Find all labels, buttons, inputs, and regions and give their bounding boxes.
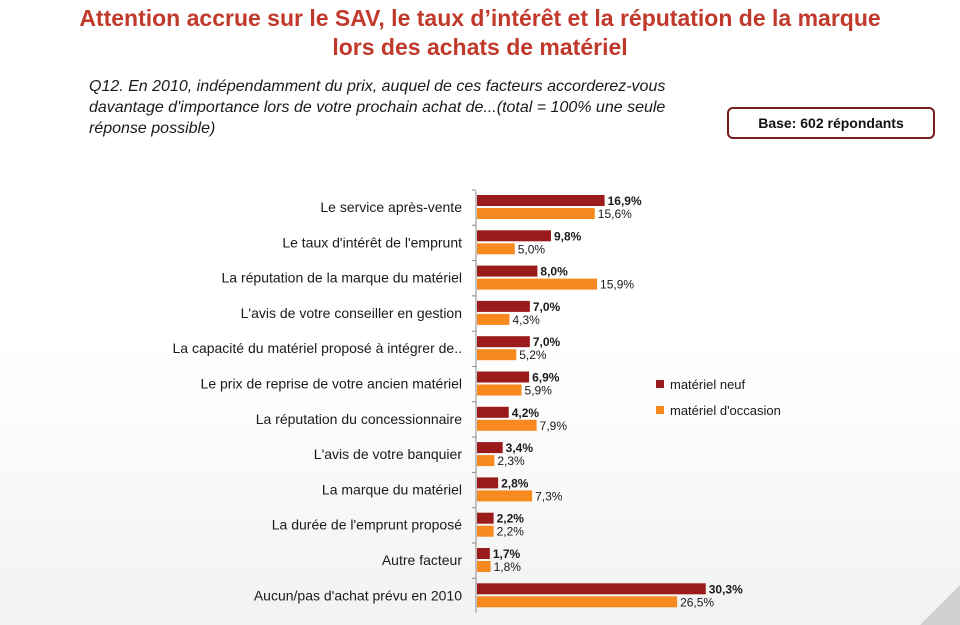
bar-materiel-occasion — [477, 208, 595, 219]
data-label-materiel-occasion: 15,9% — [600, 278, 634, 292]
bar-materiel-occasion — [477, 278, 598, 290]
legend-swatch-materiel-occasion — [656, 406, 664, 414]
bar-materiel-occasion — [477, 525, 494, 537]
question-text: Q12. En 2010, indépendamment du prix, au… — [89, 76, 789, 139]
chart-title-line-2: lors des achats de matériel — [332, 34, 628, 60]
data-label-materiel-neuf: 8,0% — [540, 265, 568, 279]
data-label-materiel-occasion: 26,5% — [680, 595, 714, 609]
category-label: Autre facteur — [382, 552, 462, 568]
legend-label-materiel-neuf: matériel neuf — [670, 377, 746, 392]
data-label-materiel-neuf: 4,2% — [512, 406, 540, 420]
bar-materiel-neuf — [477, 548, 490, 559]
base-respondents-label: Base: 602 répondants — [758, 115, 904, 131]
bar-materiel-occasion — [477, 384, 522, 396]
question-line-1: Q12. En 2010, indépendamment du prix, au… — [89, 78, 666, 95]
bar-materiel-neuf — [477, 265, 538, 277]
data-label-materiel-neuf: 7,0% — [533, 335, 561, 349]
question-line-3: réponse possible) — [89, 120, 216, 137]
data-label-materiel-neuf: 16,9% — [608, 194, 642, 208]
bar-materiel-neuf — [477, 300, 530, 312]
bar-materiel-neuf — [477, 583, 706, 595]
category-label: La réputation du concessionnaire — [256, 411, 462, 427]
category-label: L'avis de votre conseiller en gestion — [241, 305, 462, 321]
category-label: Le service après-vente — [320, 199, 462, 215]
data-label-materiel-neuf: 1,7% — [493, 547, 521, 561]
chart-title: Attention accrue sur le SAV, le taux d’i… — [0, 4, 960, 62]
base-respondents-box: Base: 602 répondants — [727, 107, 935, 139]
data-label-materiel-occasion: 1,8% — [494, 560, 522, 574]
data-label-materiel-occasion: 15,6% — [598, 207, 632, 221]
category-label: La capacité du matériel proposé à intégr… — [172, 340, 462, 356]
data-label-materiel-neuf: 7,0% — [533, 300, 561, 314]
category-label: La marque du matériel — [322, 481, 462, 497]
data-label-materiel-occasion: 7,3% — [535, 489, 563, 503]
bar-materiel-occasion — [477, 490, 533, 502]
bar-materiel-occasion — [477, 561, 491, 572]
bar-materiel-neuf — [477, 406, 509, 418]
bar-materiel-occasion — [477, 596, 678, 608]
data-label-materiel-occasion: 7,9% — [540, 419, 568, 433]
bar-materiel-occasion — [477, 349, 517, 361]
data-label-materiel-occasion: 5,0% — [518, 242, 546, 256]
category-label: Le taux d'intérêt de l'emprunt — [282, 234, 462, 250]
data-label-materiel-neuf: 2,2% — [497, 512, 525, 526]
data-label-materiel-neuf: 3,4% — [506, 441, 534, 455]
question-line-2: davantage d'importance lors de votre pro… — [89, 99, 666, 116]
data-label-materiel-neuf: 2,8% — [501, 476, 529, 490]
data-label-materiel-occasion: 5,9% — [525, 384, 553, 398]
category-label: L'avis de votre banquier — [314, 446, 463, 462]
bar-materiel-neuf — [477, 230, 551, 242]
bar-materiel-neuf — [477, 336, 530, 348]
legend-label-materiel-occasion: matériel d'occasion — [670, 403, 781, 418]
data-label-materiel-occasion: 2,3% — [497, 454, 525, 468]
bar-materiel-occasion — [477, 419, 537, 431]
data-label-materiel-neuf: 30,3% — [709, 582, 743, 596]
data-label-materiel-occasion: 5,2% — [519, 348, 547, 362]
bar-materiel-occasion — [477, 243, 515, 255]
bar-materiel-neuf — [477, 371, 530, 383]
category-label: Aucun/pas d'achat prévu en 2010 — [254, 587, 462, 603]
data-label-materiel-neuf: 6,9% — [532, 371, 560, 385]
data-label-materiel-occasion: 2,2% — [497, 525, 525, 539]
bar-materiel-occasion — [477, 313, 510, 325]
page-curl-decoration — [920, 585, 960, 625]
category-label: La durée de l'emprunt proposé — [272, 517, 462, 533]
bar-materiel-neuf — [477, 512, 494, 524]
data-label-materiel-neuf: 9,8% — [554, 229, 582, 243]
data-label-materiel-occasion: 4,3% — [512, 313, 540, 327]
legend-swatch-materiel-neuf — [656, 380, 664, 388]
chart-title-line-1: Attention accrue sur le SAV, le taux d’i… — [79, 5, 881, 31]
bar-materiel-neuf — [477, 195, 605, 206]
category-label: Le prix de reprise de votre ancien matér… — [201, 376, 462, 392]
category-label: La réputation de la marque du matériel — [222, 270, 462, 286]
bar-materiel-neuf — [477, 442, 503, 454]
bar-materiel-neuf — [477, 477, 499, 489]
bar-materiel-occasion — [477, 455, 495, 467]
